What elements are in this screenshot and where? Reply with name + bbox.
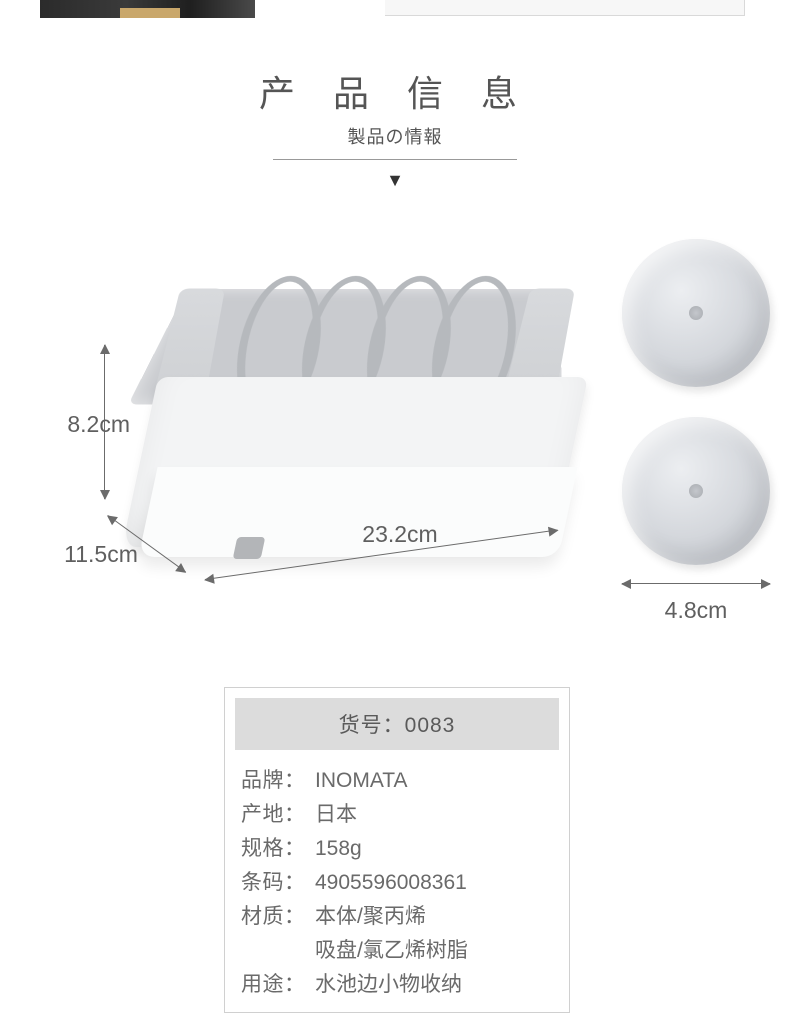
dim-depth-label: 11.5cm <box>46 541 156 568</box>
title-main: 产 品 信 息 <box>0 65 790 117</box>
spec-row: 产地：日本 <box>241 798 553 832</box>
spec-row-label: 品牌： <box>241 764 315 798</box>
spec-card-body: 品牌：INOMATA产地：日本规格：158g条码：4905596008361材质… <box>235 750 559 1002</box>
sku-label: 货号： <box>339 714 405 737</box>
spec-row-label: 材质： <box>241 900 315 934</box>
spec-row-value: 水池边小物收纳 <box>315 968 553 1002</box>
spec-row: 用途：水池边小物收纳 <box>241 968 553 1002</box>
product-diagram: 8.2cm 11.5cm 23.2cm 4.8cm <box>0 225 790 645</box>
spec-row-label: 规格： <box>241 832 315 866</box>
suction-cup <box>622 239 770 387</box>
title-rule <box>273 159 517 160</box>
spec-row: 材质：吸盘/氯乙烯树脂 <box>241 934 553 968</box>
spec-row: 规格：158g <box>241 832 553 866</box>
rack-foot <box>233 537 266 559</box>
spec-row-value: 本体/聚丙烯 <box>315 900 553 934</box>
dim-height-label: 8.2cm <box>40 411 130 438</box>
dim-width-label: 23.2cm <box>330 521 470 548</box>
spec-card: 货号：0083 品牌：INOMATA产地：日本规格：158g条码：4905596… <box>224 687 570 1013</box>
dim-cup-line <box>622 583 770 584</box>
spec-row-label: 条码： <box>241 866 315 900</box>
suction-cup <box>622 417 770 565</box>
spec-row-value: 158g <box>315 832 553 866</box>
spec-row: 条码：4905596008361 <box>241 866 553 900</box>
top-strip <box>0 0 790 18</box>
spec-row-label: 产地： <box>241 798 315 832</box>
top-photo-fragment <box>40 0 255 18</box>
down-arrow-icon: ▼ <box>0 170 790 191</box>
title-sub: 製品の情報 <box>0 123 790 149</box>
rack-illustration <box>120 237 580 547</box>
spec-card-header: 货号：0083 <box>235 698 559 750</box>
sku-value: 0083 <box>405 714 456 737</box>
spec-row-value: INOMATA <box>315 764 553 798</box>
spec-row-value: 日本 <box>315 798 553 832</box>
section-title: 产 品 信 息 製品の情報 ▼ <box>0 65 790 191</box>
spec-row: 品牌：INOMATA <box>241 764 553 798</box>
spec-row-value: 4905596008361 <box>315 866 553 900</box>
dim-cup-label: 4.8cm <box>606 597 786 624</box>
top-panel-fragment <box>385 0 745 16</box>
spec-row-value: 吸盘/氯乙烯树脂 <box>315 934 553 968</box>
spec-row-label: 用途： <box>241 968 315 1002</box>
spec-row: 材质：本体/聚丙烯 <box>241 900 553 934</box>
